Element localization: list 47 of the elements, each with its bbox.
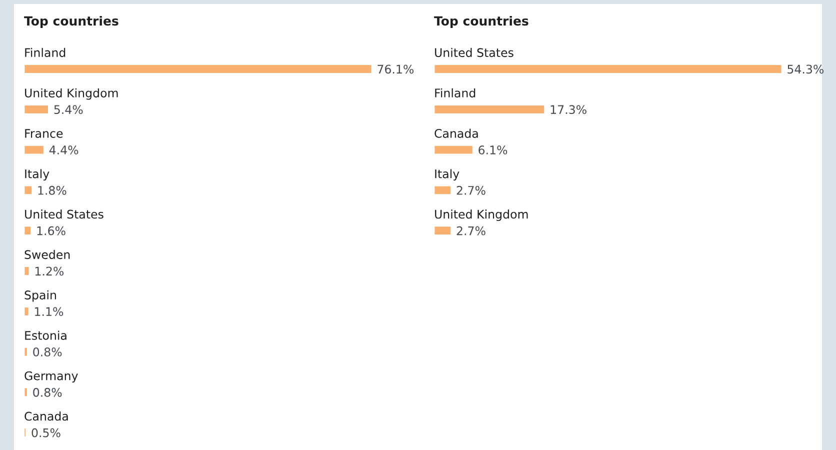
y-tick-label: Italy: [25, 169, 50, 181]
bar: [24, 144, 45, 156]
y-tick-label: Finland: [435, 88, 476, 98]
bar: [434, 64, 783, 74]
data-label: 6.1%: [478, 146, 508, 154]
bar: [24, 225, 32, 236]
bar: [24, 386, 28, 398]
data-label: 0.8%: [33, 388, 62, 397]
data-label: 0.8%: [33, 348, 62, 356]
data-label: 1.8%: [38, 186, 66, 195]
y-tick-label: Spain: [24, 290, 56, 302]
data-label: 17.3%: [550, 105, 586, 114]
bar: [24, 64, 373, 74]
data-label: 2.7%: [456, 186, 486, 195]
y-tick-label: Finland: [25, 48, 66, 58]
bar: [24, 184, 33, 196]
y-tick-label: United States: [435, 48, 514, 58]
data-label: 76.1%: [378, 64, 414, 74]
data-label: 1.1%: [35, 307, 64, 316]
data-label: 5.4%: [54, 105, 83, 114]
data-label: 1.6%: [37, 226, 66, 236]
bar: [434, 144, 474, 156]
bar: [24, 104, 50, 115]
data-label: 4.4%: [49, 146, 78, 154]
data-label: 1.2%: [35, 266, 64, 276]
bar: [24, 266, 30, 276]
y-tick-label: Italy: [435, 169, 460, 181]
data-label: 2.7%: [456, 226, 486, 236]
data-label: 0.5%: [32, 428, 60, 438]
bar: [434, 184, 452, 196]
bar: [434, 225, 452, 236]
y-tick-label: Germany: [24, 371, 78, 383]
bar: [434, 104, 546, 115]
y-tick-label: Canada: [24, 412, 68, 421]
chart-title: Top countries: [24, 16, 118, 28]
bar: [24, 346, 28, 358]
y-tick-label: United Kingdom: [435, 210, 528, 221]
chart-title: Top countries: [434, 16, 528, 28]
y-tick-label: Canada: [434, 128, 478, 138]
y-tick-label: France: [25, 129, 63, 138]
bar: [24, 427, 27, 438]
y-tick-label: United Kingdom: [25, 88, 118, 100]
y-tick-label: Sweden: [24, 250, 70, 260]
y-tick-label: Estonia: [25, 330, 66, 340]
bar: [24, 306, 30, 317]
y-tick-label: United States: [25, 210, 104, 219]
data-label: 54.3%: [788, 64, 824, 74]
